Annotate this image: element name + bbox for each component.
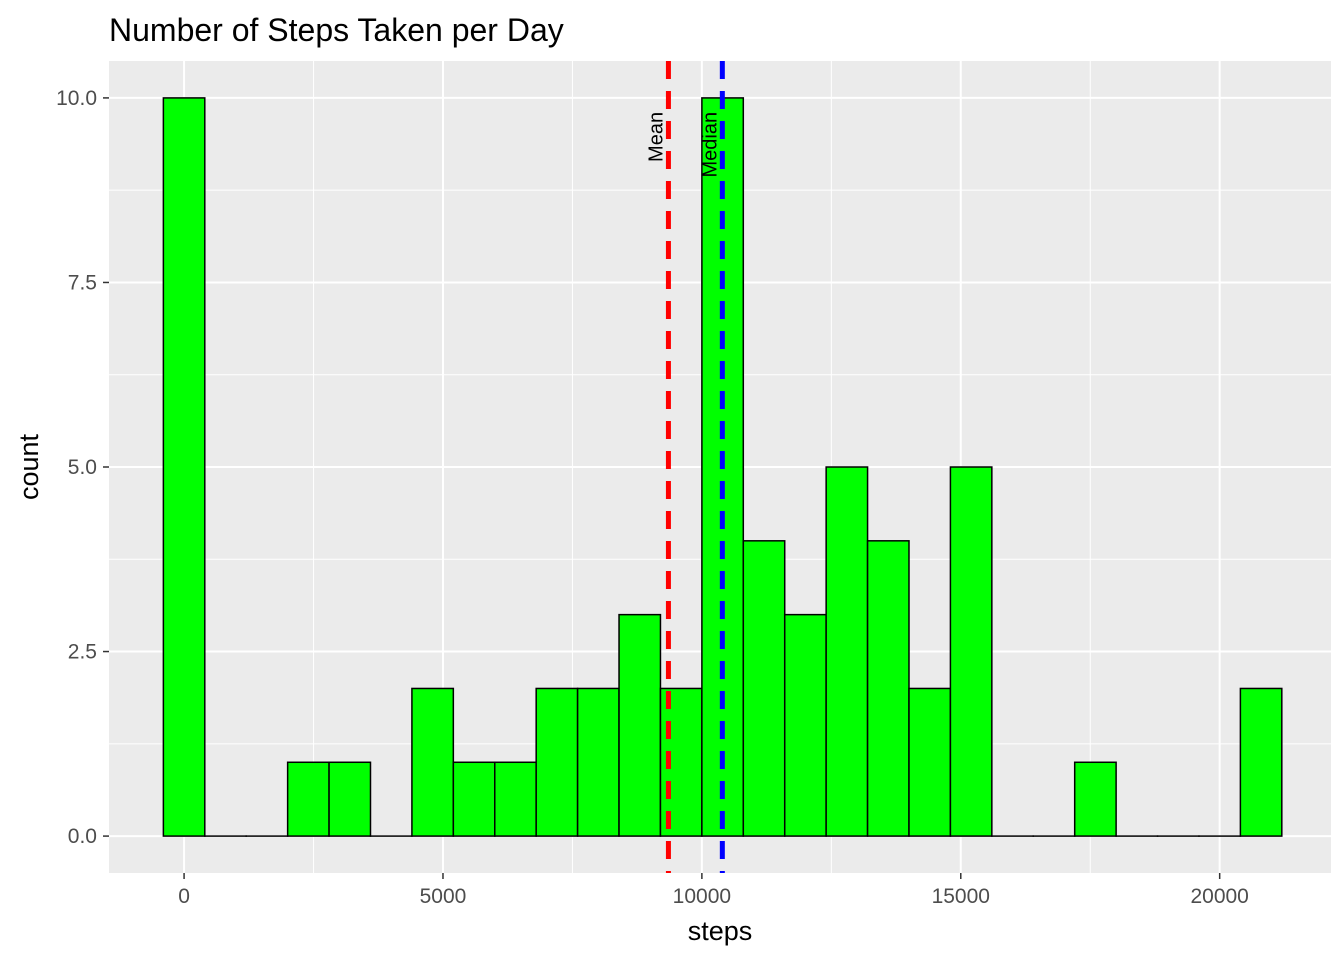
x-axis-title: steps [688, 916, 753, 946]
x-tick-label: 0 [178, 885, 190, 908]
x-tick-label: 10000 [673, 885, 731, 908]
histogram-bar-15 [783, 613, 827, 837]
axes-group: 0 5000 10000 15000 20000 0.0 2.5 5.0 7.5 10.0 [56, 87, 1249, 908]
histogram-bar-18 [908, 687, 952, 837]
histogram-bar-7 [452, 761, 496, 837]
y-tick-label: 10.0 [56, 87, 97, 110]
histogram-bar-22 [1073, 761, 1117, 837]
histogram-bar-4 [328, 761, 372, 837]
y-tick-label: 2.5 [68, 641, 97, 664]
x-tick-label: 5000 [420, 885, 467, 908]
median-label: Median [699, 112, 721, 178]
histogram-bar-3 [286, 761, 330, 837]
histogram-bar-11 [618, 613, 662, 837]
y-tick-label: 7.5 [68, 271, 97, 294]
chart-title: Number of Steps Taken per Day [109, 12, 564, 48]
histogram-bar-8 [494, 761, 537, 837]
histogram-bar-26 [1239, 687, 1283, 837]
histogram-bar-17 [866, 540, 910, 837]
y-tick-label: 5.0 [68, 456, 97, 479]
histogram-bar-0 [162, 97, 206, 837]
y-axis-title: count [14, 433, 44, 500]
mean-label: Mean [645, 112, 667, 162]
reference-lines: Mean Median [645, 61, 725, 873]
histogram-bar-16 [825, 466, 869, 837]
histogram-bar-10 [576, 687, 620, 837]
y-tick-label: 0.0 [68, 825, 97, 848]
bars-group [162, 97, 1283, 837]
histogram-bar-19 [949, 466, 993, 837]
x-tick-label: 20000 [1190, 885, 1248, 908]
histogram-bar-9 [535, 687, 579, 837]
histogram-bar-14 [742, 540, 786, 837]
histogram-bar-6 [411, 687, 455, 837]
x-tick-label: 15000 [932, 885, 990, 908]
